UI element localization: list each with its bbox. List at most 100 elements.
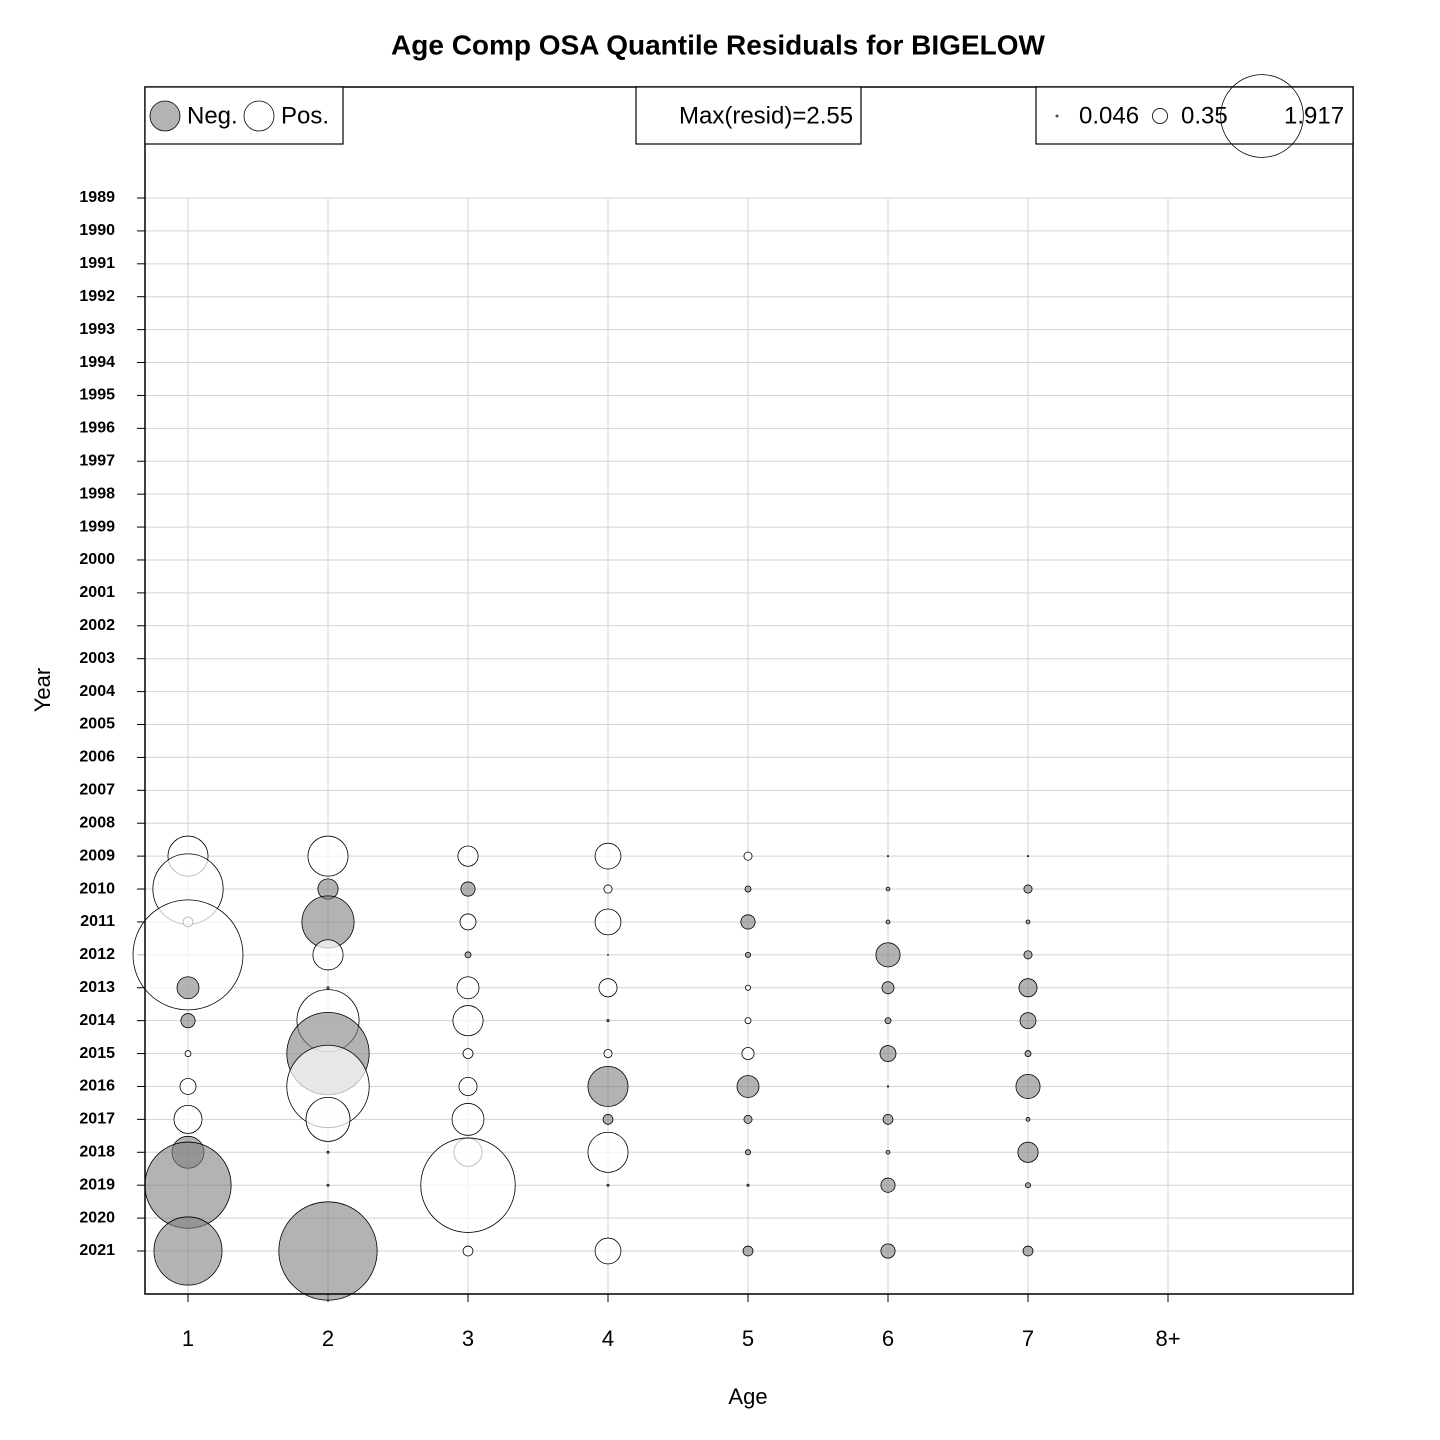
size-legend-label: 1.917 xyxy=(1284,102,1344,129)
bubble-negative xyxy=(587,1066,629,1107)
legend-swatch xyxy=(149,100,181,132)
y-tick-label: 1996 xyxy=(79,420,115,437)
y-tick-label: 2015 xyxy=(79,1045,115,1062)
bubble-negative xyxy=(875,942,901,968)
bubble-positive xyxy=(132,899,244,1011)
y-tick-label: 2020 xyxy=(79,1209,115,1226)
bubble-positive xyxy=(743,851,753,861)
x-tick-label: 4 xyxy=(602,1326,614,1351)
y-tick-label: 2004 xyxy=(79,683,115,700)
bubble-positive xyxy=(462,1245,474,1257)
bubble-positive xyxy=(458,1077,478,1096)
bubble-negative xyxy=(176,976,200,1000)
max-resid-label: Max(resid)=2.55 xyxy=(679,102,853,129)
bubble-negative xyxy=(886,855,890,858)
bubble-positive xyxy=(744,1017,752,1025)
x-tick-label: 5 xyxy=(742,1326,754,1351)
size-legend-bubble xyxy=(1055,114,1059,118)
bubble-positive xyxy=(462,1048,474,1059)
y-tick-label: 2013 xyxy=(79,979,115,996)
bubble-negative xyxy=(1015,1073,1041,1099)
bubble-negative xyxy=(736,1075,760,1098)
y-tick-label: 2016 xyxy=(79,1078,115,1095)
bubble-positive xyxy=(603,884,613,894)
bubble-negative xyxy=(326,1183,330,1187)
x-tick-label: 3 xyxy=(462,1326,474,1351)
bubble-negative xyxy=(1025,1117,1031,1122)
y-tick-label: 2003 xyxy=(79,650,115,667)
y-tick-label: 2011 xyxy=(80,913,115,930)
y-tick-label: 2014 xyxy=(79,1012,115,1029)
y-tick-label: 1994 xyxy=(79,354,115,371)
bubble-positive xyxy=(598,978,618,998)
bubble-positive xyxy=(457,845,479,867)
y-tick-label: 2005 xyxy=(79,716,115,733)
bubble-negative xyxy=(882,1114,894,1125)
y-tick-label: 2000 xyxy=(79,551,115,568)
bubble-negative xyxy=(278,1201,378,1301)
bubble-negative xyxy=(1023,884,1033,894)
bubble-positive xyxy=(184,1050,192,1057)
bubble-negative xyxy=(746,1183,750,1187)
bubble-positive xyxy=(451,1103,485,1136)
bubble-negative xyxy=(1022,1245,1034,1257)
y-tick-label: 1998 xyxy=(79,485,115,502)
size-legend-label: 0.046 xyxy=(1079,102,1139,129)
bubble-negative xyxy=(144,1141,232,1229)
bubble-negative xyxy=(885,886,891,892)
bubble-positive xyxy=(607,954,609,956)
bubble-negative xyxy=(153,1216,223,1286)
bubble-positive xyxy=(459,913,477,931)
x-tick-label: 2 xyxy=(322,1326,334,1351)
bubble-positive xyxy=(603,1049,613,1059)
y-tick-label: 1991 xyxy=(79,255,115,272)
bubble-negative xyxy=(606,1183,610,1187)
x-axis-label: Age xyxy=(728,1384,767,1409)
y-tick-label: 1993 xyxy=(79,321,115,338)
bubble-positive xyxy=(594,842,622,870)
y-tick-label: 2019 xyxy=(79,1176,115,1193)
y-tick-label: 1997 xyxy=(79,452,115,469)
y-tick-label: 2012 xyxy=(79,946,115,963)
x-tick-label: 7 xyxy=(1022,1326,1034,1351)
bubble-negative xyxy=(464,951,472,959)
bubble-positive xyxy=(307,835,349,877)
legend-swatch xyxy=(243,100,275,132)
bubble-positive xyxy=(326,986,330,990)
bubble-negative xyxy=(742,1245,754,1257)
bubbles xyxy=(132,835,1041,1301)
bubble-negative xyxy=(743,1114,753,1124)
legend-box xyxy=(635,86,862,145)
y-tick-label: 2021 xyxy=(79,1242,115,1259)
y-tick-label: 2017 xyxy=(79,1111,115,1128)
bubble-negative xyxy=(1024,1050,1032,1057)
y-tick-label: 1989 xyxy=(79,189,115,206)
y-tick-label: 2001 xyxy=(79,584,115,601)
x-tick-label: 6 xyxy=(882,1326,894,1351)
size-legend-bubble xyxy=(1220,74,1304,158)
bubble-negative xyxy=(1025,919,1031,925)
size-legend-bubble xyxy=(1152,108,1168,124)
y-tick-label: 2009 xyxy=(79,847,115,864)
bubble-negative xyxy=(886,1085,890,1088)
bubble-positive xyxy=(594,908,622,936)
bubble-positive xyxy=(587,1131,629,1173)
bubble-negative xyxy=(1025,1182,1031,1189)
bubble-negative xyxy=(880,1177,896,1193)
y-tick-label: 1992 xyxy=(79,288,115,305)
legend-label: Neg. xyxy=(187,102,238,129)
bubble-negative xyxy=(744,885,752,893)
bubble-negative xyxy=(1019,1012,1037,1030)
bubble-negative xyxy=(326,1150,330,1154)
y-axis-label: Year xyxy=(30,668,55,712)
bubble-positive xyxy=(745,984,751,991)
bubble-negative xyxy=(884,1017,892,1025)
legend-box xyxy=(1035,86,1354,145)
bubble-positive xyxy=(173,1104,203,1134)
x-tick-label: 1 xyxy=(182,1326,194,1351)
bubble-negative xyxy=(745,1149,751,1156)
bubble-negative xyxy=(879,1045,897,1062)
bubble-positive xyxy=(312,939,344,971)
